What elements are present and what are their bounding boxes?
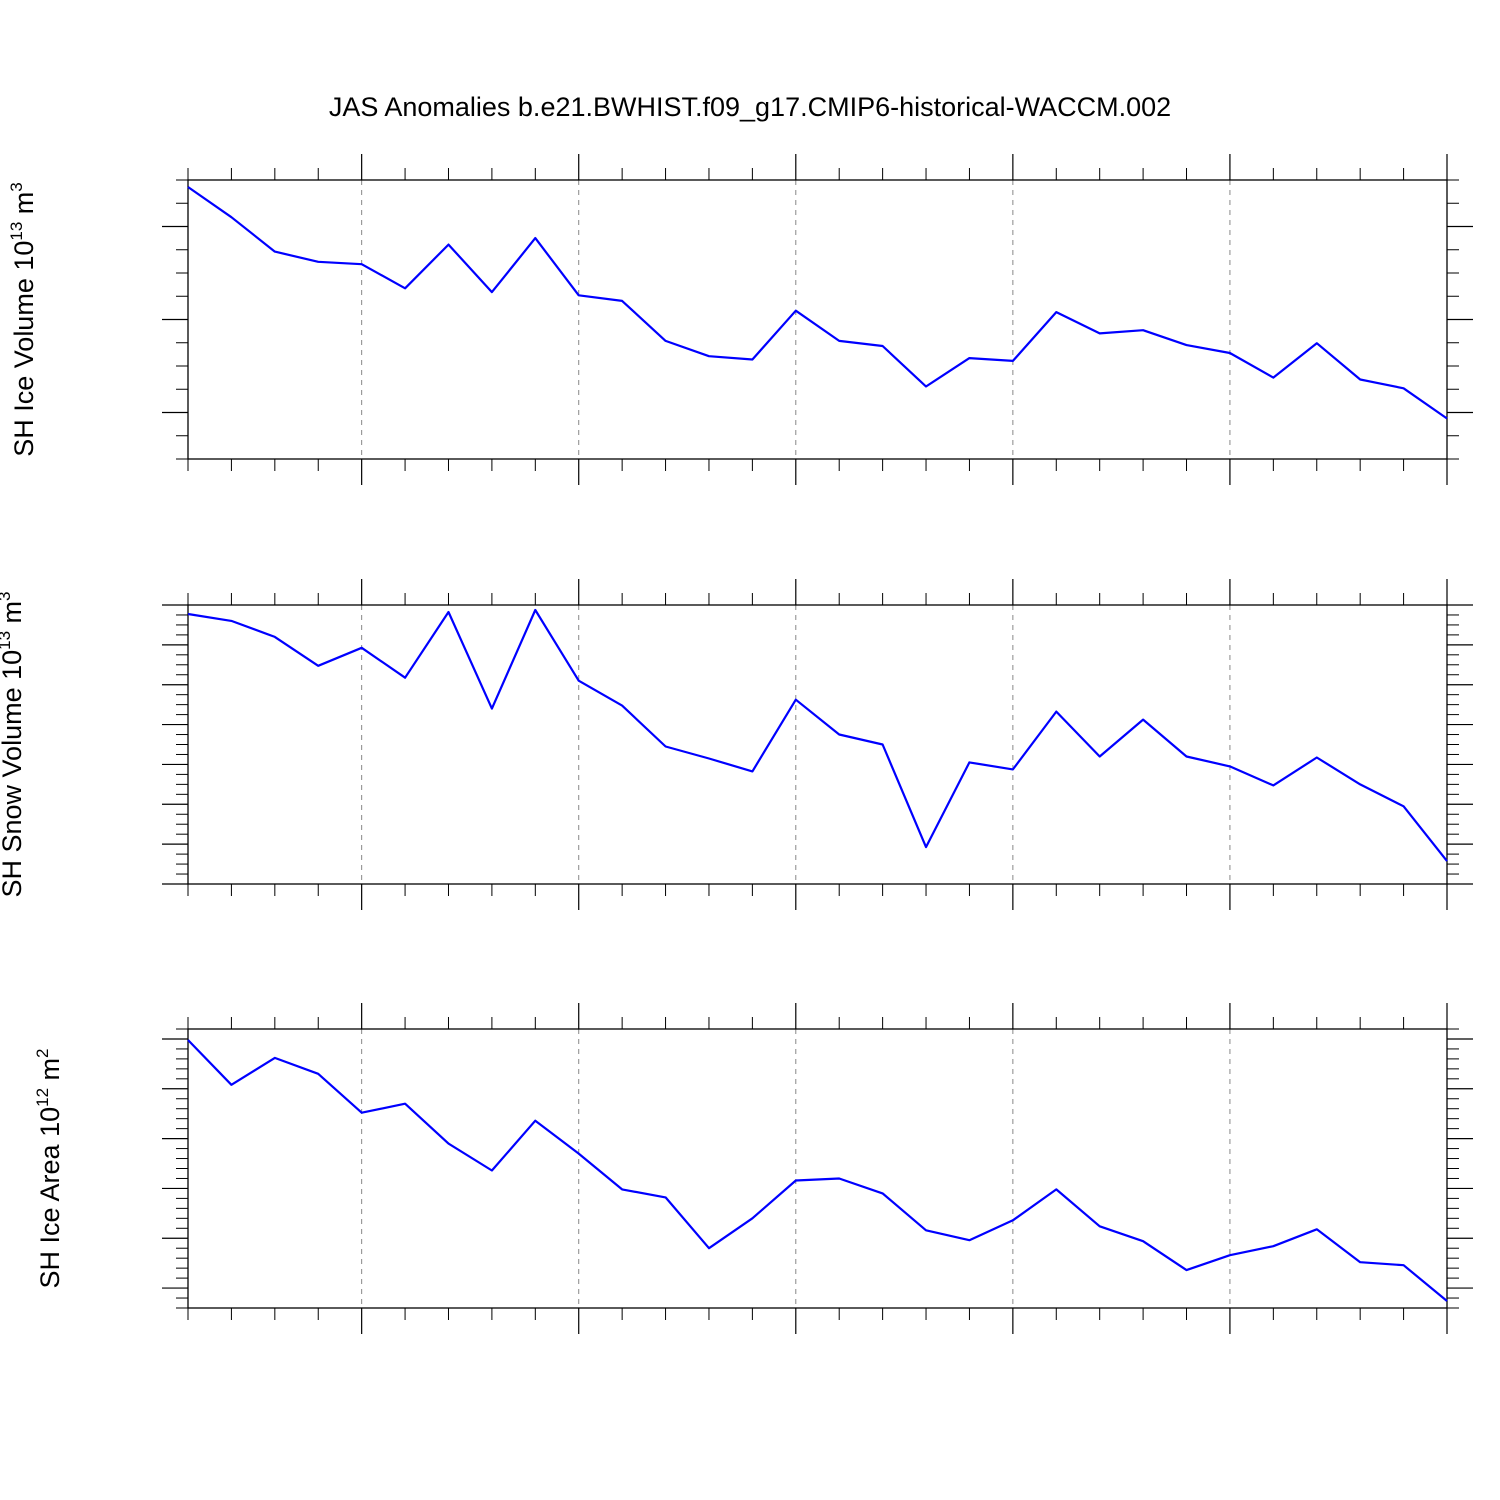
y-axis-label-part: m <box>9 192 39 222</box>
y-axis-label-part: m <box>0 601 27 631</box>
y-axis-label-part: SH Ice Volume 10 <box>9 241 39 457</box>
data-series-line <box>187 608 1448 862</box>
figure-title: JAS Anomalies b.e21.BWHIST.f09_g17.CMIP6… <box>329 92 1171 122</box>
y-axis-label: SH Snow Volume 1013 m3 <box>0 591 27 897</box>
plot-frame <box>187 179 1448 460</box>
y-axis-label-part: m <box>35 1058 65 1088</box>
data-series-line <box>187 186 1448 420</box>
chart-panel: SH Ice Area 1012 m2 <box>33 1003 1473 1334</box>
data-series-line <box>187 1039 1448 1302</box>
y-axis-label-part: SH Ice Area 10 <box>35 1107 65 1289</box>
y-axis-label-part: 2 <box>33 1049 52 1058</box>
y-axis-label: SH Ice Volume 1013 m3 <box>7 182 39 457</box>
plot-frame <box>187 604 1448 885</box>
chart-panel: SH Snow Volume 1013 m3 <box>0 579 1473 910</box>
y-axis-label-part: 13 <box>7 222 26 241</box>
chart-panel: SH Ice Volume 1013 m3 <box>7 154 1473 485</box>
y-axis-label: SH Ice Area 1012 m2 <box>33 1049 65 1289</box>
plot-frame <box>187 1028 1448 1309</box>
y-axis-label-part: 3 <box>7 182 26 191</box>
y-axis-label-part: 3 <box>0 591 14 600</box>
y-axis-label-part: 12 <box>33 1088 52 1107</box>
y-axis-label-part: 13 <box>0 631 14 650</box>
y-axis-label-part: SH Snow Volume 10 <box>0 650 27 898</box>
